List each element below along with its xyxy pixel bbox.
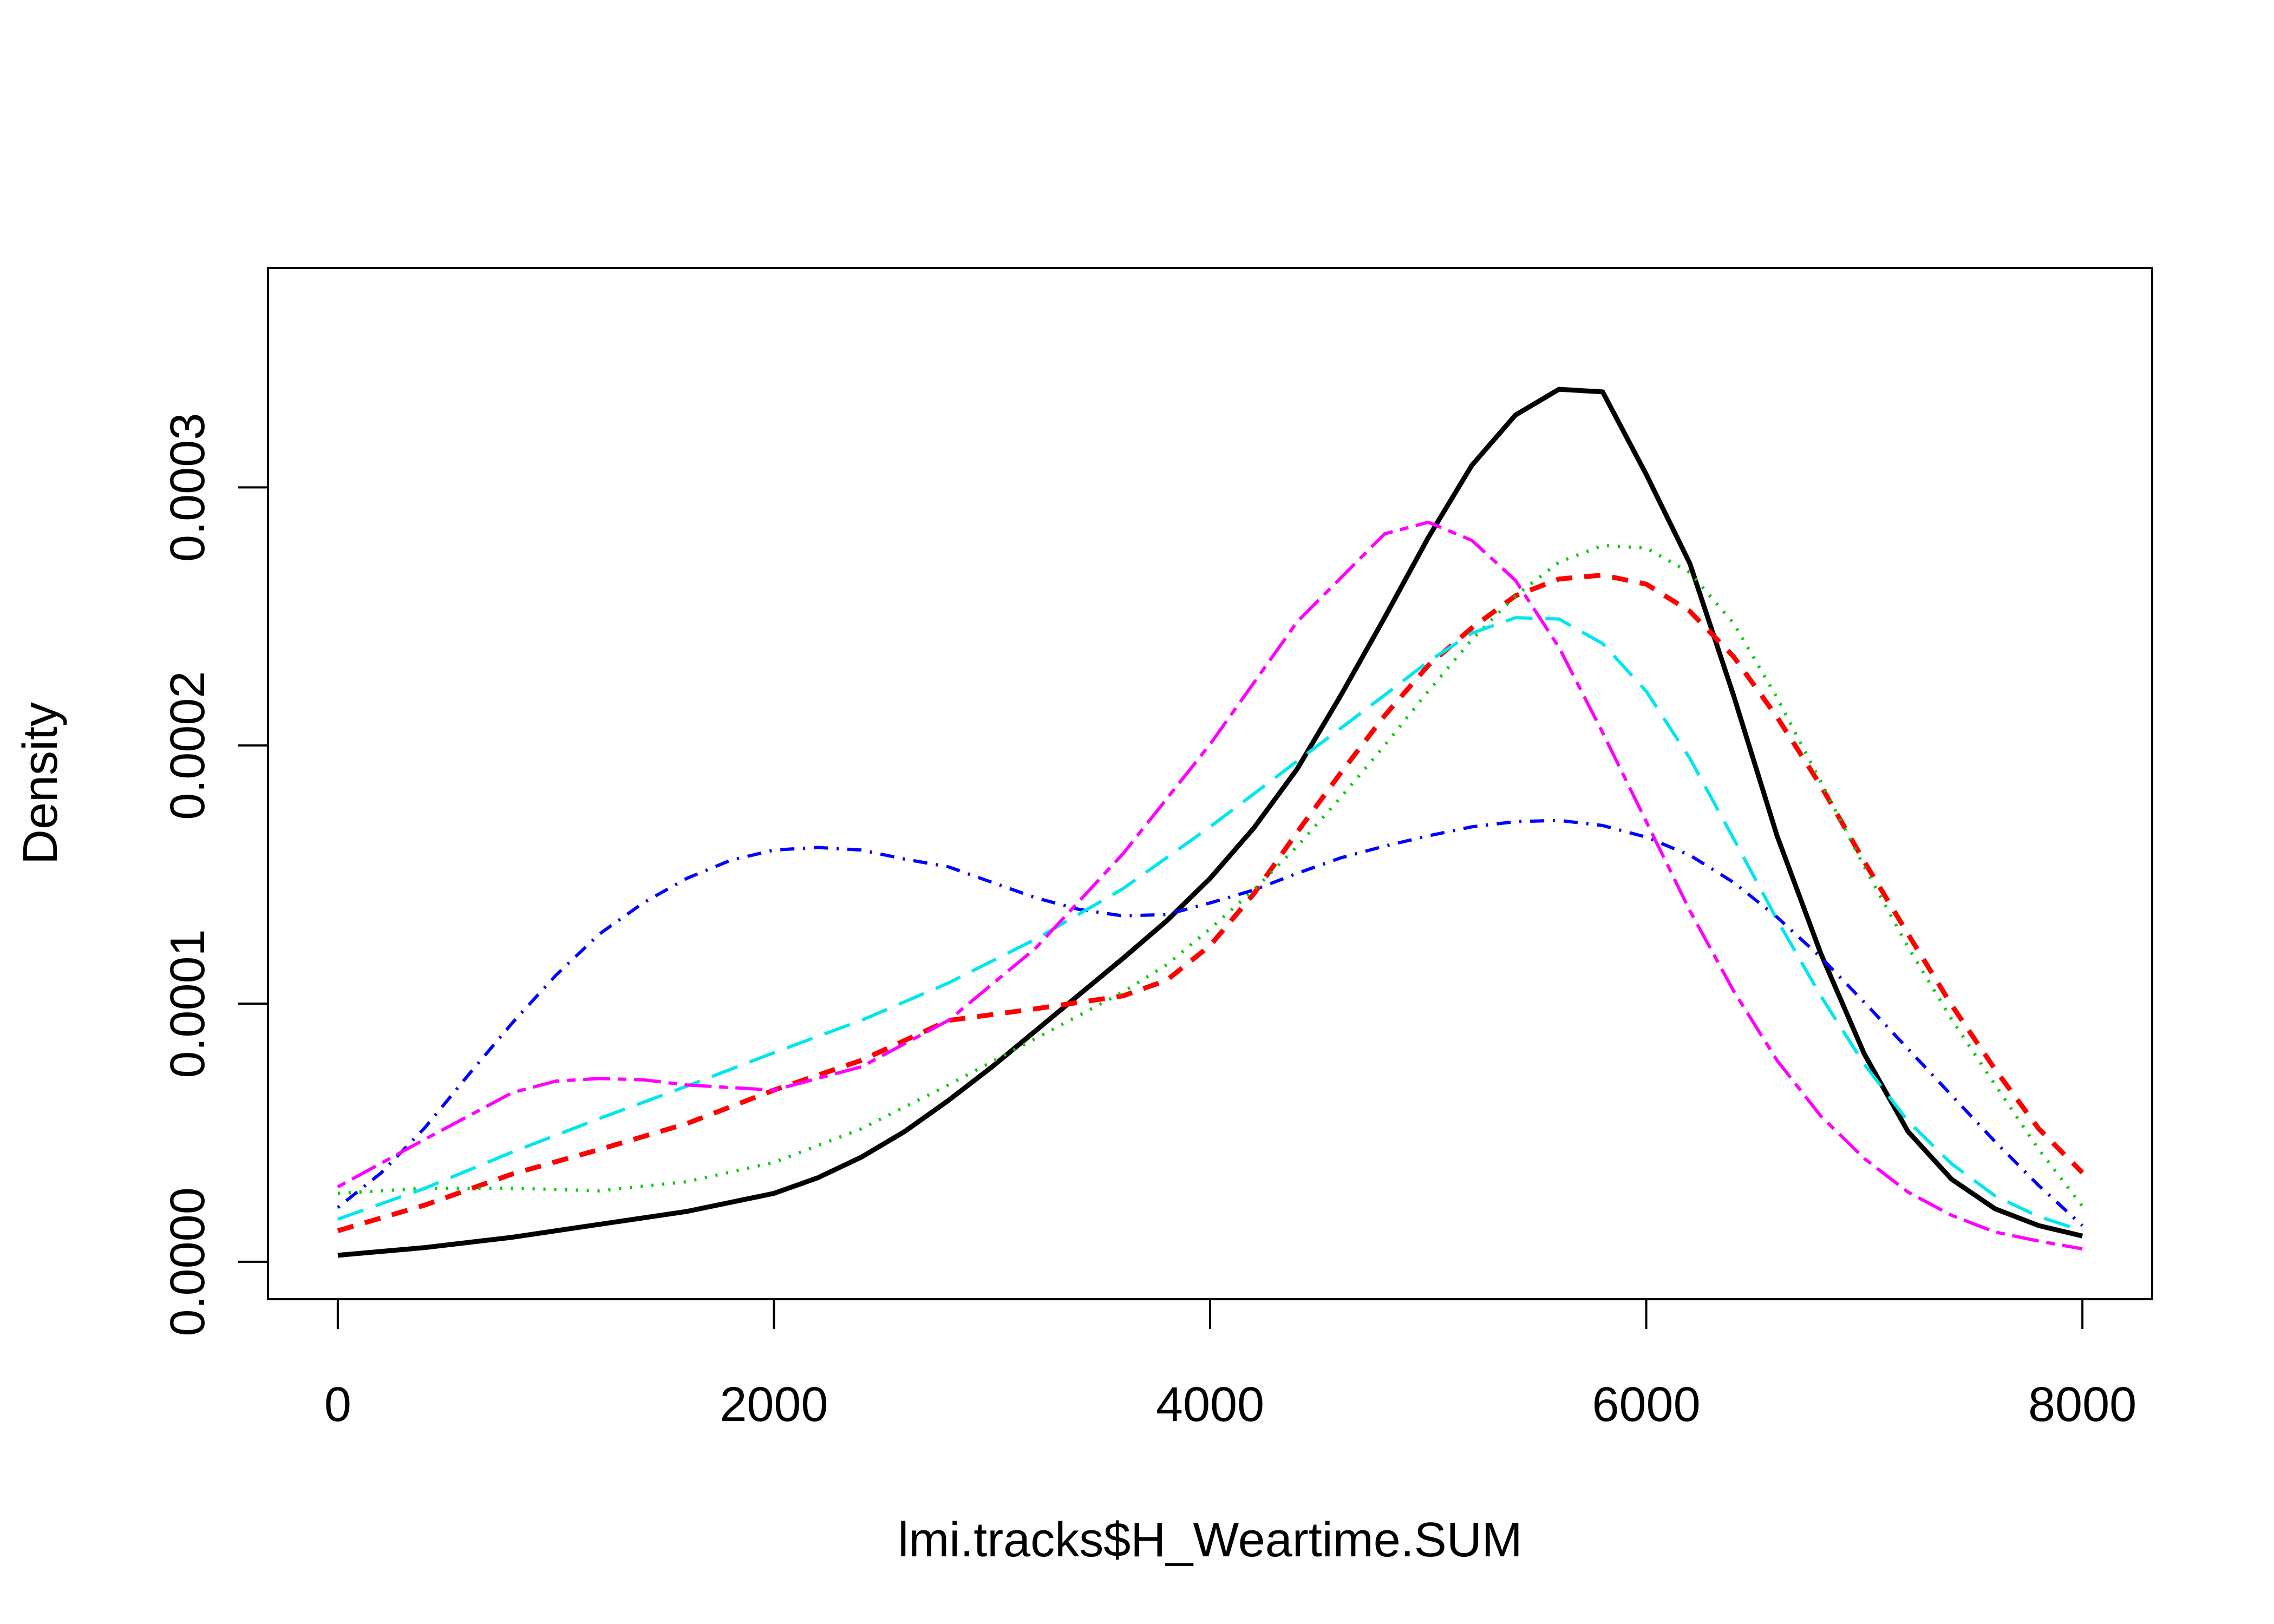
y-tick-label: 0.0001 xyxy=(161,929,215,1078)
series-line-2 xyxy=(337,572,2084,1233)
x-tick-label: 2000 xyxy=(720,1378,828,1432)
x-axis-title: lmi.tracks$H_Weartime.SUM xyxy=(898,1513,1522,1567)
series-layer xyxy=(337,387,2084,1258)
x-tick-label: 6000 xyxy=(1592,1378,1700,1432)
y-tick-label: 0.0002 xyxy=(161,671,215,820)
x-tick-label: 0 xyxy=(324,1378,351,1432)
y-tick-label: 0.0003 xyxy=(161,413,215,562)
series-line-3 xyxy=(337,543,2084,1208)
x-tick-label: 8000 xyxy=(2028,1378,2136,1432)
series-line-5 xyxy=(337,616,2083,1233)
y-axis-title: Density xyxy=(14,702,68,865)
x-tick-label: 4000 xyxy=(1156,1378,1264,1432)
y-tick-label: 0.0000 xyxy=(161,1187,215,1336)
series-line-6 xyxy=(337,520,2083,1250)
series-line-1 xyxy=(337,387,2083,1258)
series-line-4 xyxy=(337,818,2084,1227)
plot-frame xyxy=(267,267,2153,1300)
